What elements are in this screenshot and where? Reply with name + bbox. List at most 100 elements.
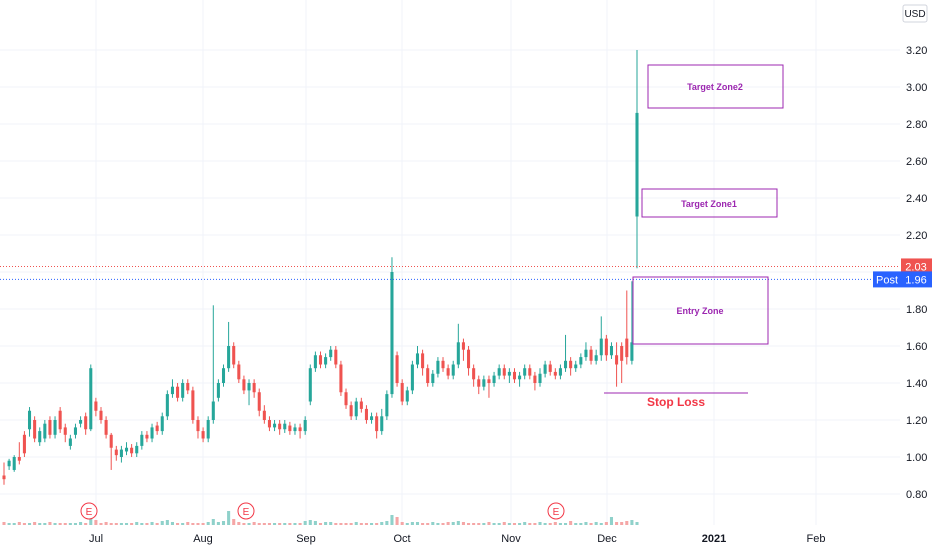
volume-bar xyxy=(609,517,614,525)
y-tick-label: 2.60 xyxy=(906,156,927,168)
candle-body xyxy=(73,427,77,435)
candle-body xyxy=(512,371,517,380)
y-tick-label: 3.20 xyxy=(906,45,927,57)
currency-label: USD xyxy=(904,9,925,20)
volume-bar xyxy=(461,522,465,525)
candle-body xyxy=(27,410,32,430)
candle-body xyxy=(303,420,307,432)
candle-body xyxy=(232,346,236,365)
x-tick-label: Feb xyxy=(807,533,826,545)
candle-body xyxy=(84,416,88,430)
volume-bar xyxy=(211,519,215,525)
stop-loss-line[interactable]: Stop Loss xyxy=(604,392,748,409)
volume-bar xyxy=(257,523,261,525)
chart-grid xyxy=(0,0,900,525)
candle-body xyxy=(104,420,108,435)
volume-bar xyxy=(625,521,629,525)
volume-bar xyxy=(354,522,358,525)
volume-bar xyxy=(27,523,32,525)
candle-body xyxy=(528,368,532,376)
earnings-icon[interactable] xyxy=(80,502,98,520)
target-zone2-box[interactable]: Target Zone2 xyxy=(647,64,784,109)
volume-bar xyxy=(344,523,348,525)
y-tick-label: 2.40 xyxy=(906,193,927,205)
candle-body xyxy=(594,355,598,361)
target-zone1-box[interactable]: Target Zone1 xyxy=(641,188,778,218)
volume-bar xyxy=(48,522,52,525)
candle-body xyxy=(441,360,445,369)
candle-body xyxy=(543,364,547,374)
volume-bar xyxy=(53,523,57,525)
volume-bar xyxy=(196,523,200,525)
volume-bar xyxy=(451,522,455,525)
volume-bar xyxy=(385,521,389,525)
time-axis[interactable]: Jul Aug Sep Oct Nov Dec 2021 Feb xyxy=(89,533,826,545)
volume-bar xyxy=(523,522,527,525)
candle-body xyxy=(339,364,343,393)
volume-bar xyxy=(124,523,129,525)
candle-body xyxy=(130,447,134,454)
x-tick-label: Oct xyxy=(393,533,410,545)
candle-body xyxy=(94,401,98,411)
volume-bar xyxy=(630,520,634,525)
volume-bar xyxy=(140,523,144,525)
candle-body xyxy=(507,371,511,376)
volume-bar xyxy=(303,521,307,525)
candle-body xyxy=(390,272,394,395)
volume-bar xyxy=(145,523,149,525)
volume-bar xyxy=(288,523,292,525)
candle-body xyxy=(135,445,139,454)
candle-body xyxy=(579,357,583,365)
candle-body xyxy=(252,383,256,393)
volume-bar xyxy=(502,522,506,525)
volume-bar xyxy=(22,523,26,525)
entry-zone-box[interactable]: Entry Zone xyxy=(632,276,769,345)
candle-body xyxy=(523,368,527,376)
candle-body xyxy=(293,427,297,432)
candle-body xyxy=(48,420,52,435)
candle-body xyxy=(58,410,62,430)
earnings-icon[interactable] xyxy=(237,502,255,520)
candle-body xyxy=(375,416,379,432)
volume-bar xyxy=(313,521,317,525)
volume-bar xyxy=(206,522,210,525)
target-zone1-label: Target Zone1 xyxy=(681,199,737,209)
candle-body xyxy=(227,346,231,369)
candle-body xyxy=(114,449,118,456)
volume-bar xyxy=(375,523,379,525)
volume-bar xyxy=(579,523,583,525)
currency-badge[interactable]: USD xyxy=(902,4,928,23)
candle-body xyxy=(308,368,312,402)
volume-bar xyxy=(7,523,11,525)
candle-body xyxy=(43,423,47,439)
volume-bar xyxy=(232,519,236,525)
candle-body xyxy=(421,353,425,369)
earnings-label: E xyxy=(86,507,93,518)
candle-body xyxy=(354,401,358,417)
volume-bar xyxy=(104,522,108,525)
volume-bar xyxy=(431,522,435,525)
earnings-icon[interactable] xyxy=(547,502,565,520)
candle-body xyxy=(267,420,271,428)
candle-body xyxy=(12,457,16,470)
last-price-value: 2.03 xyxy=(905,261,926,273)
candle-body xyxy=(191,390,195,420)
candle-body xyxy=(334,349,338,365)
candle-body xyxy=(160,416,164,432)
candle-body xyxy=(79,420,83,424)
candle-body xyxy=(288,425,292,432)
volume-bar xyxy=(533,523,537,525)
volume-bar xyxy=(99,523,103,525)
candle-body xyxy=(415,353,420,365)
candle-body xyxy=(165,394,169,417)
target-zone2-label: Target Zone2 xyxy=(687,82,743,92)
candle-body xyxy=(176,386,180,398)
candle-body xyxy=(405,390,409,402)
candle-body xyxy=(124,447,129,452)
volume-bar xyxy=(635,522,639,525)
volume-bar xyxy=(293,523,297,525)
candle-body xyxy=(119,449,123,457)
volume-bar xyxy=(273,523,277,525)
